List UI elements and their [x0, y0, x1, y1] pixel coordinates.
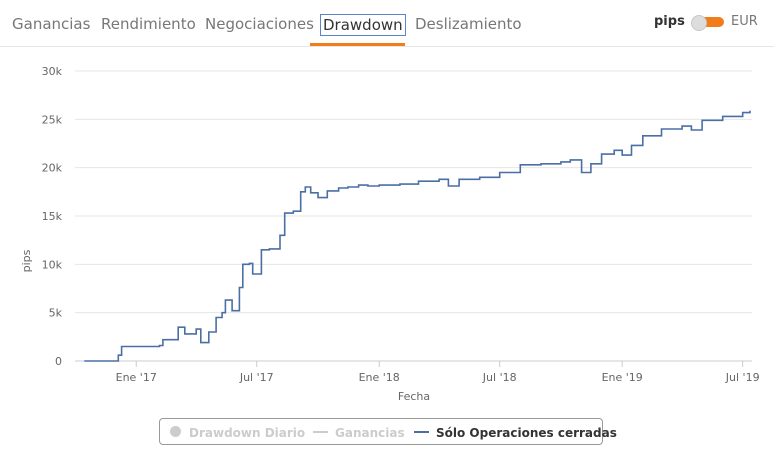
legend-marker-ganancias	[313, 431, 328, 433]
legend-marker-drawdown-diario	[170, 426, 181, 437]
tab-negociaciones[interactable]: Negociaciones	[205, 15, 314, 33]
unit-label-eur[interactable]: EUR	[731, 14, 758, 29]
legend-item-ganancias[interactable]: Ganancias	[335, 426, 405, 440]
y-tick-label: 10k	[42, 258, 63, 271]
y-tick-label: 0	[55, 355, 62, 368]
x-tick-label: Jul '19	[725, 371, 760, 384]
unit-label-pips[interactable]: pips	[654, 14, 685, 29]
chart-legend: Drawdown Diario Ganancias Sólo Operacion…	[159, 418, 617, 445]
x-axis-label: Fecha	[398, 390, 430, 403]
x-tick-label: Jul '17	[239, 371, 274, 384]
unit-switch[interactable]: pips EUR	[654, 13, 764, 33]
x-tick-label: Jul '18	[482, 371, 517, 384]
drawdown-chart: 0 5k 10k 15k 20k 25k 30k Ene '17 Jul '17 Ene '18 J…	[20, 65, 760, 403]
y-tick-label: 20k	[42, 162, 63, 175]
tab-deslizamiento[interactable]: Deslizamiento	[415, 15, 522, 33]
legend-item-drawdown-diario[interactable]: Drawdown Diario	[189, 426, 306, 440]
legend-marker-solo-operaciones	[414, 431, 429, 433]
y-tick-label: 30k	[42, 65, 63, 78]
y-tick-label: 5k	[49, 307, 63, 320]
tab-ganancias[interactable]: Ganancias	[12, 15, 91, 33]
tab-rendimiento[interactable]: Rendimiento	[101, 15, 196, 33]
y-axis-label: pips	[20, 249, 33, 272]
active-tab-indicator	[310, 43, 405, 46]
x-tick-label: Ene '19	[602, 371, 643, 384]
y-tick-label: 15k	[42, 210, 63, 223]
unit-toggle-knob[interactable]	[691, 15, 707, 31]
series-line-solo-operaciones-cerradas[interactable]	[84, 110, 751, 362]
x-tick-label: Ene '18	[359, 371, 400, 384]
tab-bar: Ganancias Rendimiento Negociaciones Draw…	[0, 0, 774, 47]
legend-item-solo-operaciones-cerradas[interactable]: Sólo Operaciones cerradas	[436, 426, 617, 440]
y-tick-label: 25k	[42, 113, 63, 126]
unit-toggle[interactable]	[691, 15, 724, 31]
x-tick-label: Ene '17	[116, 371, 157, 384]
tab-drawdown[interactable]: Drawdown	[320, 14, 406, 36]
